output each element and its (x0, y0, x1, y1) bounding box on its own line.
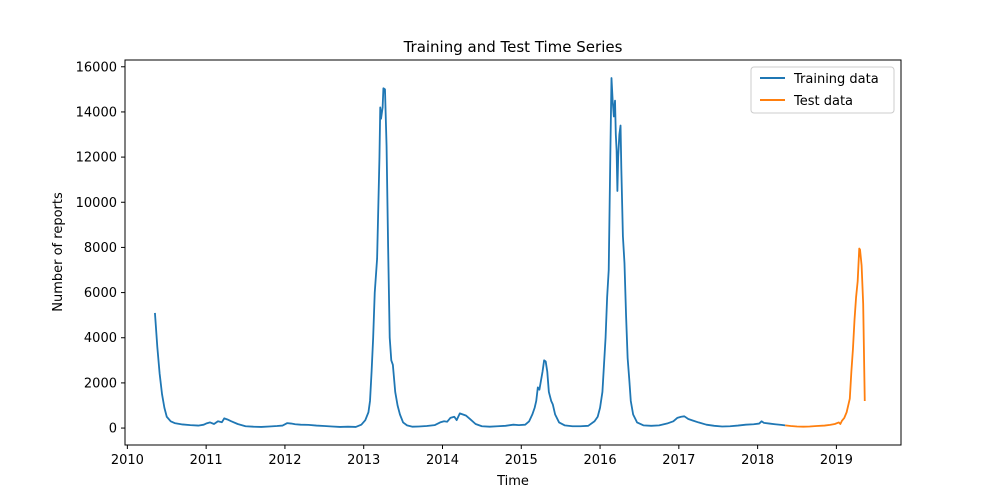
x-tick-label: 2019 (820, 453, 853, 468)
y-axis-label: Number of reports (51, 192, 66, 312)
y-tick-label: 12000 (76, 151, 117, 166)
x-tick-label: 2016 (584, 453, 617, 468)
legend: Training data Test data (750, 66, 895, 114)
y-tick-label: 2000 (84, 376, 117, 391)
legend-training-label: Training data (793, 72, 879, 87)
x-tick-label: 2018 (741, 453, 774, 468)
x-axis-label: Time (496, 474, 529, 489)
y-tick-label: 16000 (76, 60, 117, 75)
x-tick-label: 2015 (505, 453, 538, 468)
legend-test-label: Test data (793, 94, 853, 109)
y-tick-label: 8000 (84, 241, 117, 256)
x-tick-label: 2010 (111, 453, 144, 468)
y-tick-label: 14000 (76, 105, 117, 120)
y-tick-label: 4000 (84, 331, 117, 346)
y-axis: 0 2000 4000 6000 8000 10000 12000 14000 16000 (76, 60, 125, 437)
y-tick-label: 6000 (84, 286, 117, 301)
x-tick-label: 2017 (662, 453, 695, 468)
y-tick-label: 10000 (76, 196, 117, 211)
x-tick-label: 2011 (190, 453, 223, 468)
training-data-line (154, 77, 786, 428)
plot-area (124, 59, 902, 446)
test-data-line (785, 247, 866, 428)
x-tick-label: 2014 (426, 453, 459, 468)
x-tick-label: 2013 (347, 453, 380, 468)
x-axis: 2010 2011 2012 2013 2014 2015 2016 2017 2018 2019 (111, 445, 853, 468)
x-tick-label: 2012 (268, 453, 301, 468)
legend-box (750, 66, 895, 114)
series-layer (154, 77, 866, 428)
chart-title: Training and Test Time Series (403, 38, 623, 56)
y-tick-label: 0 (109, 422, 117, 437)
